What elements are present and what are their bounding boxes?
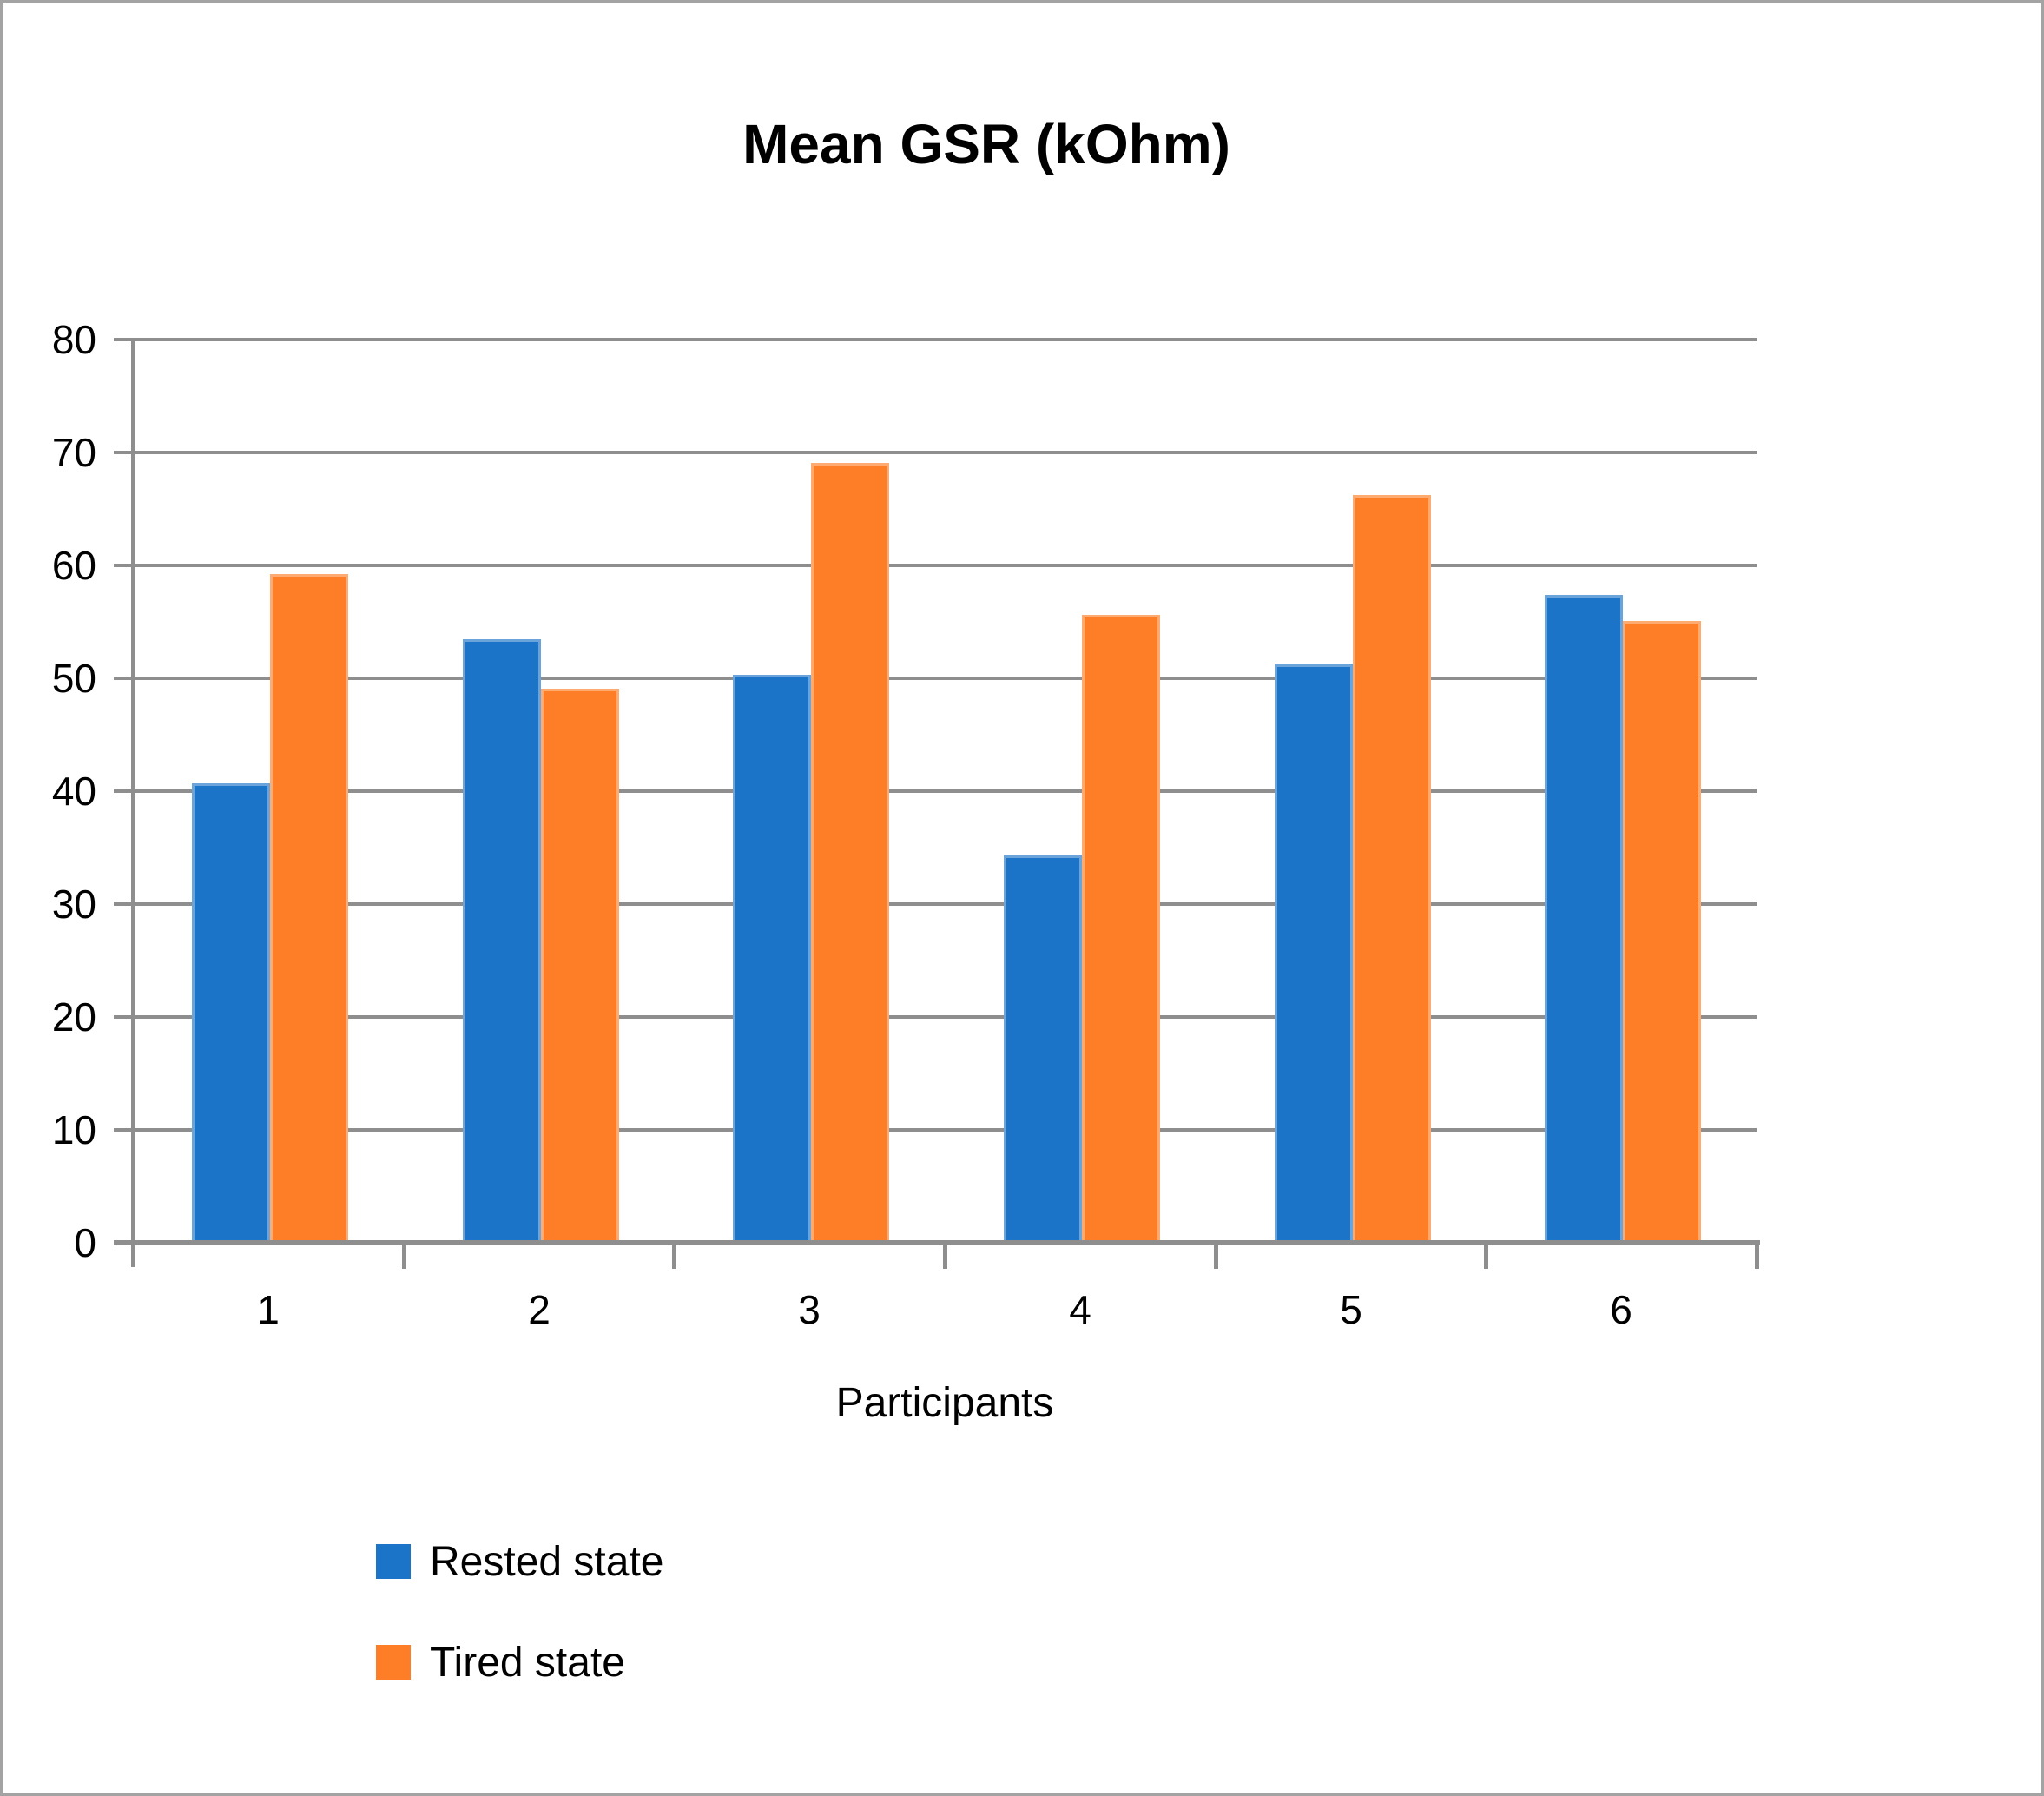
y-axis-line (131, 338, 135, 1267)
gridline-y-80 (114, 338, 1757, 341)
gridline-y-20 (114, 1015, 1757, 1019)
x-axis-title: Participants (835, 1380, 1054, 1426)
y-tick-label-80: 80 (51, 317, 96, 362)
gridline-y-50 (114, 677, 1757, 680)
legend: Rested state Tired state (376, 1539, 663, 1743)
y-tick-label-30: 30 (51, 881, 96, 927)
bar-rested-participant-2 (463, 638, 541, 1243)
y-tick-label-0: 0 (74, 1220, 96, 1265)
legend-label-rested: Rested state (430, 1538, 664, 1585)
x-tick-label-4: 4 (1069, 1287, 1091, 1332)
bar-rested-participant-5 (1275, 664, 1353, 1243)
bar-tired-participant-3 (811, 462, 889, 1243)
legend-label-tired: Tired state (430, 1639, 625, 1686)
x-tick-label-3: 3 (798, 1287, 821, 1332)
x-axis-tick-4 (1214, 1243, 1218, 1269)
x-tick-label-1: 1 (257, 1287, 280, 1332)
gridline-y-30 (114, 902, 1757, 906)
x-axis-tick-3 (943, 1243, 947, 1269)
bar-tired-participant-1 (270, 574, 348, 1243)
bar-tired-participant-6 (1623, 620, 1701, 1243)
gridline-y-70 (114, 451, 1757, 454)
x-axis-tick-2 (672, 1243, 676, 1269)
y-tick-label-10: 10 (51, 1107, 96, 1152)
bar-tired-participant-4 (1082, 615, 1160, 1243)
bar-tired-participant-2 (541, 688, 619, 1243)
y-tick-label-40: 40 (51, 769, 96, 814)
x-tick-label-6: 6 (1610, 1287, 1632, 1332)
x-axis-line (114, 1240, 1760, 1245)
bar-tired-participant-5 (1353, 495, 1431, 1243)
gridline-y-10 (114, 1128, 1757, 1132)
bar-rested-participant-6 (1545, 594, 1623, 1243)
gridline-y-40 (114, 789, 1757, 793)
legend-item-tired: Tired state (376, 1640, 663, 1686)
rested-state-swatch-icon (376, 1544, 411, 1579)
bar-rested-participant-1 (192, 782, 270, 1243)
y-tick-label-50: 50 (51, 656, 96, 701)
x-axis-tick-1 (402, 1243, 406, 1269)
gridline-y-60 (114, 564, 1757, 567)
x-axis-tick-6 (1755, 1243, 1759, 1269)
y-tick-label-20: 20 (51, 994, 96, 1040)
y-tick-label-60: 60 (51, 543, 96, 588)
bar-rested-participant-3 (733, 675, 811, 1243)
bar-rested-participant-4 (1004, 855, 1082, 1243)
y-tick-label-70: 70 (51, 430, 96, 475)
x-tick-label-2: 2 (528, 1287, 551, 1332)
tired-state-swatch-icon (376, 1645, 411, 1680)
x-tick-label-5: 5 (1340, 1287, 1362, 1332)
x-axis-tick-5 (1484, 1243, 1488, 1269)
legend-item-rested: Rested state (376, 1539, 663, 1585)
chart-title: Mean GSR (kOhm) (742, 113, 1230, 175)
